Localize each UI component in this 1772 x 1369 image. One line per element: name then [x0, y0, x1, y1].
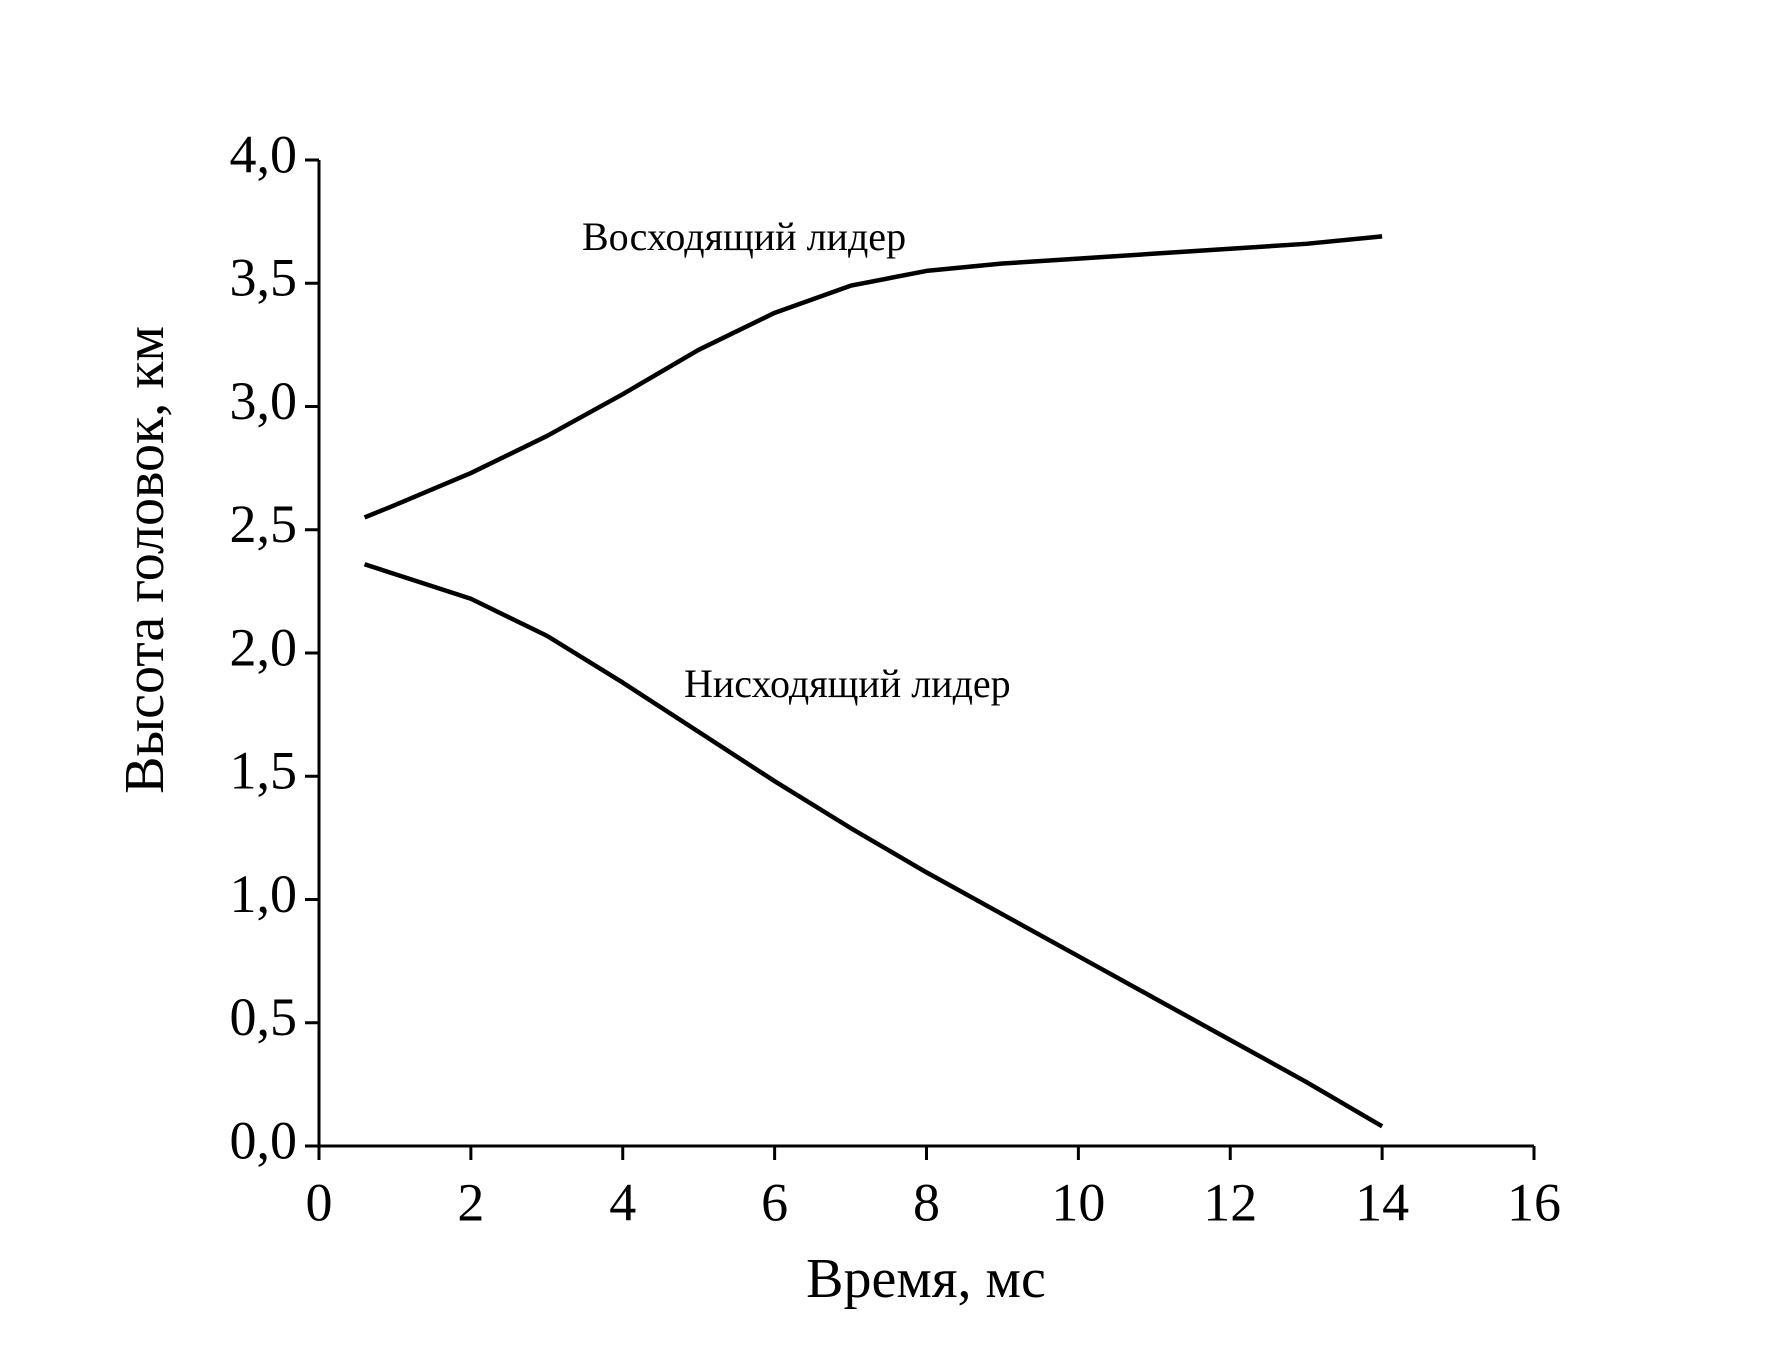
line-series: [363, 562, 1384, 1129]
y-tick-label: 0,0: [230, 1110, 298, 1170]
series-label: Восходящий лидер: [582, 214, 906, 259]
x-axis-title: Время, мс: [806, 1248, 1046, 1310]
x-tick-label: 10: [1051, 1172, 1105, 1232]
x-tick-label: 4: [609, 1172, 636, 1232]
y-tick-label: 4,0: [230, 124, 298, 184]
y-tick-label: 3,0: [230, 371, 298, 431]
y-tick-label: 1,5: [230, 741, 298, 801]
x-tick-label: 6: [761, 1172, 788, 1232]
y-tick-label: 2,5: [230, 494, 298, 554]
series-label: Нисходящий лидер: [684, 661, 1011, 706]
x-tick-label: 2: [457, 1172, 484, 1232]
y-tick-label: 0,5: [230, 987, 298, 1047]
y-tick-label: 1,0: [230, 864, 298, 924]
x-tick-label: 16: [1507, 1172, 1561, 1232]
x-tick-label: 12: [1203, 1172, 1257, 1232]
x-tick-label: 8: [913, 1172, 940, 1232]
x-tick-label: 0: [306, 1172, 333, 1232]
x-tick-label: 14: [1355, 1172, 1409, 1232]
y-tick-label: 3,5: [230, 248, 298, 308]
y-axis-title: Высота головок, км: [114, 326, 176, 794]
y-tick-label: 2,0: [230, 617, 298, 677]
line-series: [363, 234, 1383, 520]
